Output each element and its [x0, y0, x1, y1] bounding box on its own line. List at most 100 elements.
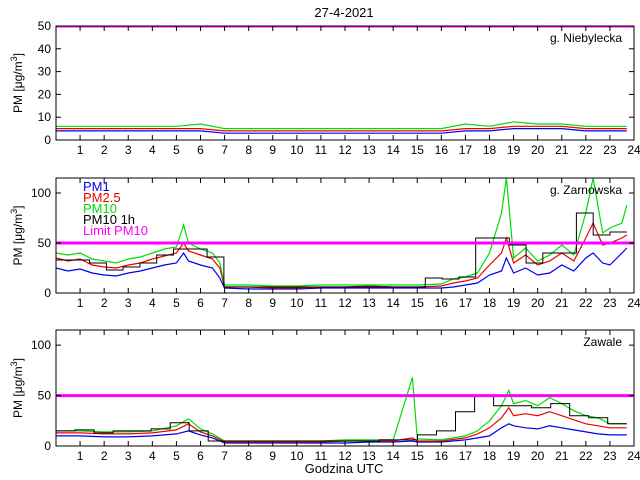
x-tick-label: 18 [483, 296, 497, 310]
station-label: Zawale [583, 335, 622, 349]
x-tick-label: 15 [411, 296, 425, 310]
x-tick-label: 10 [290, 143, 304, 157]
x-tick-label: 1 [77, 296, 84, 310]
x-tick-label: 20 [531, 143, 545, 157]
x-axis-label: Godzina UTC [305, 461, 384, 476]
x-tick-label: 22 [579, 449, 593, 463]
x-tick-label: 12 [338, 449, 352, 463]
y-axis-label: PM [μg/m3] [9, 206, 25, 266]
x-tick-label: 13 [362, 143, 376, 157]
data-layer [56, 178, 634, 290]
x-tick-label: 3 [125, 296, 132, 310]
x-tick-label: 7 [221, 143, 228, 157]
x-tick-label: 6 [197, 296, 204, 310]
x-tick-label: 12 [338, 296, 352, 310]
x-tick-label: 15 [411, 449, 425, 463]
y-tick-label: 50 [38, 236, 52, 250]
x-tick-label: 2 [101, 143, 108, 157]
x-tick-label: 16 [435, 296, 449, 310]
x-tick-label: 24 [627, 296, 640, 310]
x-tick-label: 17 [459, 296, 473, 310]
x-tick-label: 18 [483, 143, 497, 157]
x-tick-label: 2 [101, 449, 108, 463]
y-tick-label: 100 [31, 338, 51, 352]
x-tick-label: 13 [362, 449, 376, 463]
x-tick-label: 16 [435, 143, 449, 157]
x-tick-label: 11 [315, 449, 328, 463]
x-tick-label: 9 [269, 449, 276, 463]
x-tick-label: 14 [386, 143, 400, 157]
x-tick-label: 1 [77, 449, 84, 463]
x-tick-label: 9 [269, 143, 276, 157]
y-axis-label: PM [μg/m3] [9, 358, 25, 418]
x-tick-label: 22 [579, 296, 593, 310]
x-tick-label: 1 [77, 143, 84, 157]
y-tick-label: 20 [38, 87, 52, 101]
legend-item: PM10 [83, 201, 117, 216]
x-tick-label: 5 [173, 449, 180, 463]
data-layer [56, 26, 634, 134]
x-tick-label: 7 [221, 296, 228, 310]
x-tick-label: 17 [459, 143, 473, 157]
x-tick-label: 17 [459, 449, 473, 463]
figure-title: 27-4-2021 [314, 5, 373, 20]
y-tick-label: 30 [38, 65, 52, 79]
x-tick-label: 19 [507, 296, 521, 310]
x-tick-label: 15 [411, 143, 425, 157]
series-line-pm10 [56, 178, 628, 287]
x-tick-label: 23 [603, 296, 617, 310]
y-tick-label: 50 [38, 19, 52, 33]
x-tick-label: 21 [555, 449, 569, 463]
x-tick-label: 20 [531, 296, 545, 310]
station-label: g. Zarnowska [550, 183, 622, 197]
x-tick-label: 22 [579, 143, 593, 157]
y-tick-label: 0 [44, 439, 51, 453]
x-tick-label: 3 [125, 449, 132, 463]
x-tick-label: 6 [197, 449, 204, 463]
y-tick-label: 40 [38, 42, 52, 56]
x-tick-label: 10 [290, 296, 304, 310]
x-tick-label: 14 [386, 296, 400, 310]
x-tick-label: 21 [555, 296, 569, 310]
x-tick-label: 5 [173, 296, 180, 310]
x-tick-label: 4 [149, 449, 156, 463]
x-tick-label: 19 [507, 143, 521, 157]
y-axis-label: PM [μg/m3] [9, 53, 25, 113]
x-tick-label: 8 [245, 296, 252, 310]
x-tick-label: 16 [435, 449, 449, 463]
y-tick-label: 0 [44, 286, 51, 300]
y-tick-label: 50 [38, 389, 52, 403]
x-tick-label: 8 [245, 143, 252, 157]
series-line-pm1 [56, 128, 627, 134]
x-tick-label: 12 [338, 143, 352, 157]
y-tick-label: 100 [31, 186, 51, 200]
series-line-pm25 [56, 125, 627, 132]
x-tick-label: 24 [627, 143, 640, 157]
x-tick-label: 24 [627, 449, 640, 463]
x-tick-label: 11 [315, 143, 328, 157]
legend-item: PM2.5 [83, 190, 121, 205]
series-line-pm1 [56, 247, 628, 290]
x-tick-label: 4 [149, 296, 156, 310]
data-layer [56, 377, 634, 444]
x-tick-label: 18 [483, 449, 497, 463]
legend-item: PM1 [83, 179, 110, 194]
series-line-pm10 [56, 121, 627, 130]
legend-item: Limit PM10 [83, 223, 148, 238]
x-tick-label: 8 [245, 449, 252, 463]
x-tick-label: 14 [386, 449, 400, 463]
x-tick-label: 13 [362, 296, 376, 310]
x-tick-label: 9 [269, 296, 276, 310]
plot-area [56, 178, 634, 293]
x-tick-label: 10 [290, 449, 304, 463]
series-line-pm25 [56, 406, 627, 443]
plot-area [56, 330, 634, 446]
x-tick-label: 6 [197, 143, 204, 157]
station-label: g. Niebylecka [550, 31, 622, 45]
